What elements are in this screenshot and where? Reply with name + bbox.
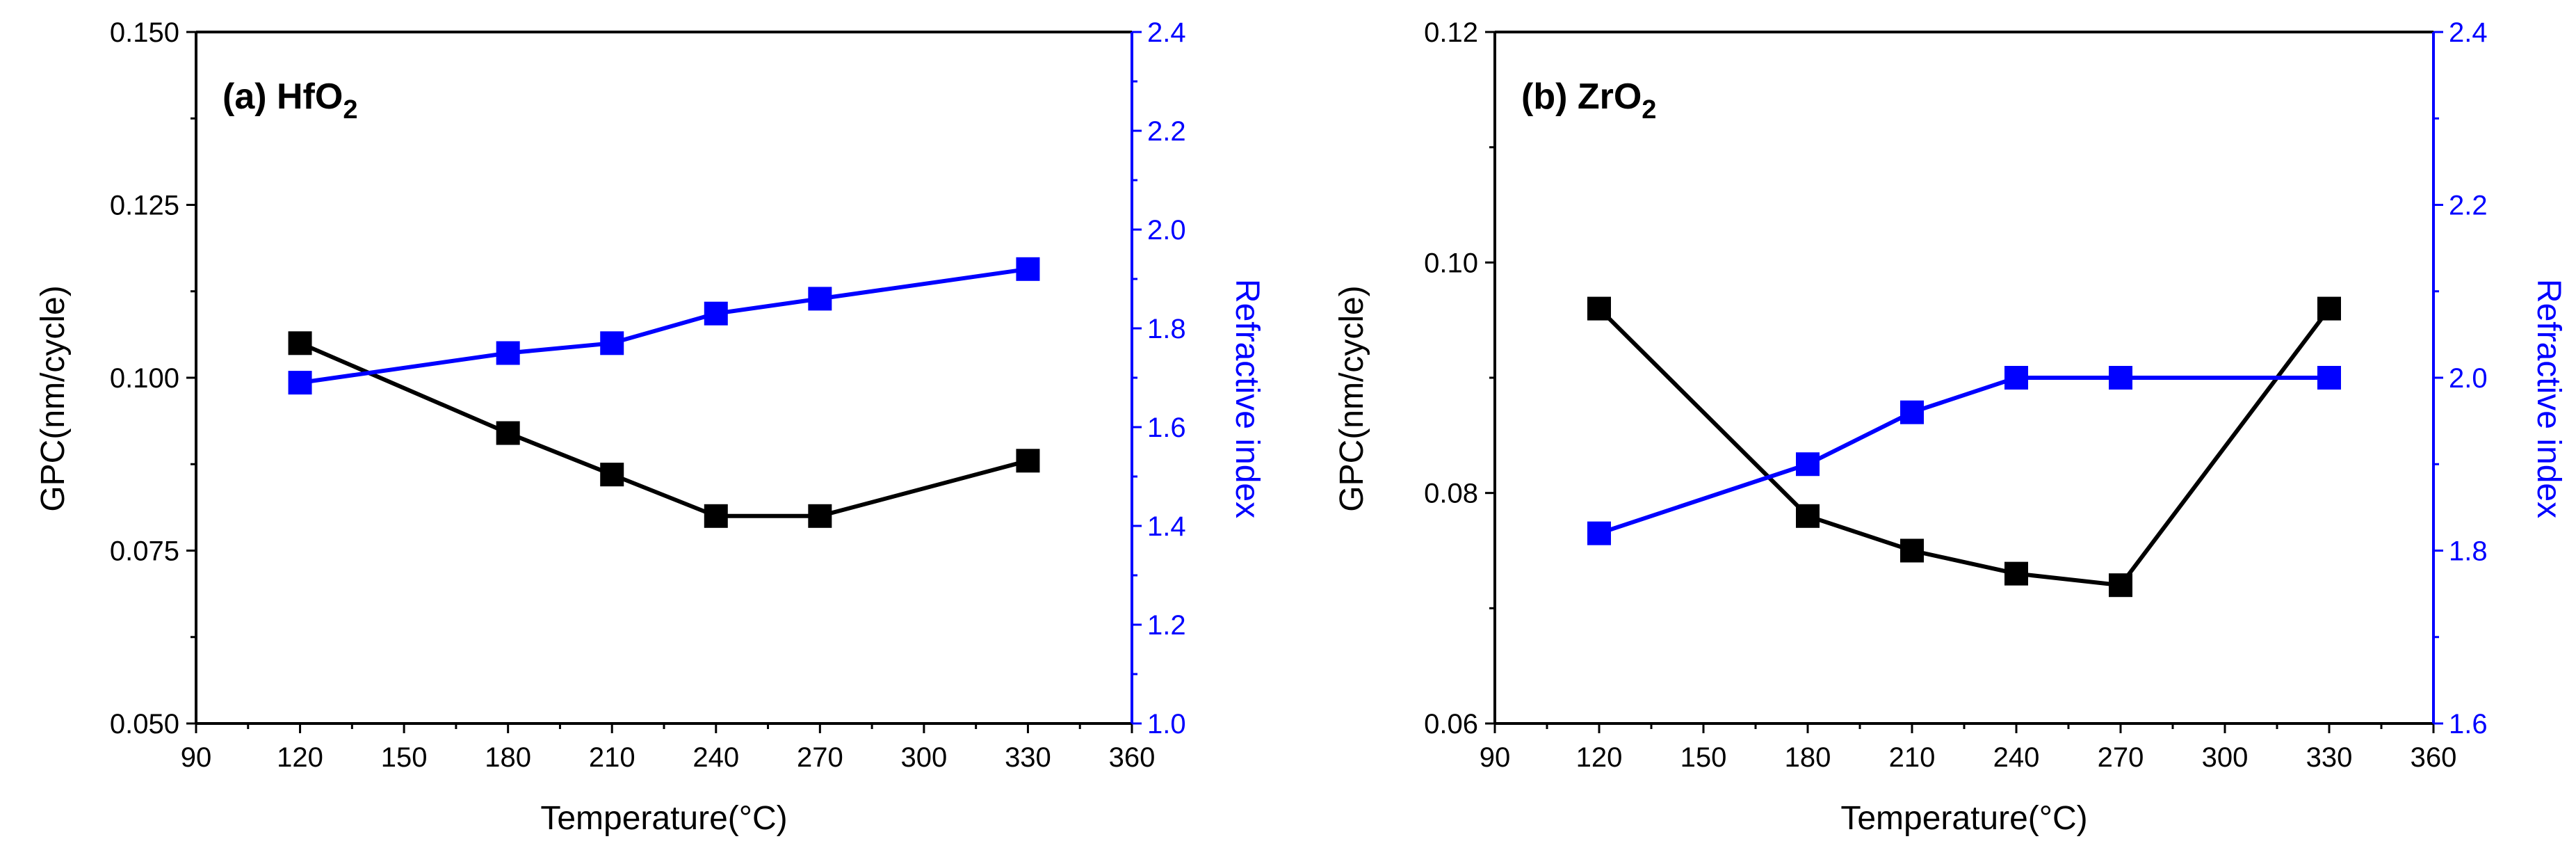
x-tick-label: 90 xyxy=(1480,742,1511,773)
x-tick-label: 360 xyxy=(2411,742,2457,773)
y2-tick-label: 2.2 xyxy=(2449,191,2488,221)
refractive-index-data-point xyxy=(2317,366,2341,390)
x-tick-label: 270 xyxy=(797,742,843,773)
y-tick-label: 0.12 xyxy=(1424,17,1478,48)
gpc-series-line xyxy=(299,341,1029,518)
y-tick-label: 0.06 xyxy=(1424,709,1478,739)
gpc-data-point xyxy=(1900,538,1924,563)
y2-tick-label: 1.8 xyxy=(1147,314,1186,344)
gpc-data-point xyxy=(1796,504,1820,528)
x-tick-label: 120 xyxy=(1576,742,1623,773)
refractive-index-data-point xyxy=(808,287,832,311)
x-tick-label: 240 xyxy=(692,742,739,773)
y-tick-label: 0.150 xyxy=(110,17,179,48)
y2-tick-label: 2.4 xyxy=(2449,17,2488,48)
x-tick-label: 300 xyxy=(901,742,948,773)
gpc-data-point xyxy=(1016,449,1040,473)
refractive-index-data-point xyxy=(2109,366,2132,390)
y2-tick-label: 1.0 xyxy=(1147,709,1186,739)
y2-tick-label: 1.2 xyxy=(1147,610,1186,641)
panel-title: (a) HfO2 xyxy=(222,77,357,125)
x-tick-label: 360 xyxy=(1109,742,1156,773)
x-tick-label: 330 xyxy=(1005,742,1051,773)
y-tick-label: 0.10 xyxy=(1424,248,1478,278)
y-tick-label: 0.08 xyxy=(1424,479,1478,509)
gpc-series-line xyxy=(1597,307,2331,588)
x-tick-label: 270 xyxy=(2098,742,2144,773)
x-tick-label: 150 xyxy=(381,742,428,773)
panel-title: (b) ZrO2 xyxy=(1521,77,1656,125)
refractive-index-data-point xyxy=(1587,521,1611,545)
refractive-index-data-point xyxy=(288,371,312,395)
y-axis-label: GPC(nm/cycle) xyxy=(1334,285,1370,511)
refractive-index-data-point xyxy=(2004,366,2028,390)
panel-title-subscript: 2 xyxy=(1642,95,1656,125)
x-tick-label: 120 xyxy=(277,742,323,773)
x-tick-label: 150 xyxy=(1680,742,1727,773)
gpc-data-point xyxy=(288,331,312,355)
gpc-data-point xyxy=(2317,296,2341,321)
gpc-data-point xyxy=(600,463,624,487)
x-tick-label: 210 xyxy=(1889,742,1936,773)
gpc-data-point xyxy=(496,421,520,445)
y-axis-label: GPC(nm/cycle) xyxy=(35,285,72,511)
refractive-index-data-point xyxy=(704,301,728,326)
y2-tick-label: 1.6 xyxy=(1147,413,1186,443)
panel-title-subscript: 2 xyxy=(343,95,357,125)
x-tick-label: 210 xyxy=(589,742,635,773)
refractive-index-data-point xyxy=(1900,400,1924,424)
y2-axis-label: Refractive index xyxy=(1229,279,1265,518)
panel-title-text: (a) HfO xyxy=(222,77,343,117)
y2-tick-label: 2.0 xyxy=(2449,363,2488,394)
y-tick-label: 0.100 xyxy=(110,363,179,394)
refractive-index-series-line xyxy=(300,266,1028,385)
y2-tick-label: 1.6 xyxy=(2449,709,2488,739)
gpc-data-point xyxy=(2109,573,2132,598)
panel-title-text: (b) ZrO xyxy=(1521,77,1642,117)
y2-axis-label: Refractive index xyxy=(2530,279,2567,518)
y-tick-label: 0.050 xyxy=(110,709,179,739)
x-tick-label: 180 xyxy=(1785,742,1831,773)
refractive-index-data-point xyxy=(1016,257,1040,281)
panel-b-zro2: 90 120 150 180 210 240 270 300 330 360 0.06 0.08 0.1… xyxy=(1334,17,2567,837)
refractive-index-data-point xyxy=(1796,452,1820,477)
panel-a-hfo2: 90 120 150 180 210 240 270 300 330 360 0.050 0.075 0… xyxy=(35,17,1265,837)
y2-tick-label: 1.8 xyxy=(2449,536,2488,567)
refractive-index-data-point xyxy=(600,331,624,355)
y2-tick-label: 2.4 xyxy=(1147,17,1186,48)
y-tick-label: 0.125 xyxy=(110,191,179,221)
x-axis-label: Temperature(°C) xyxy=(1840,800,2087,837)
refractive-index-data-point xyxy=(496,341,520,365)
y2-tick-label: 1.4 xyxy=(1147,511,1186,542)
x-tick-label: 300 xyxy=(2202,742,2249,773)
x-tick-label: 240 xyxy=(1993,742,2040,773)
gpc-data-point xyxy=(704,504,728,528)
gpc-data-point xyxy=(808,504,832,528)
refractive-index-series-line xyxy=(1598,376,2329,536)
y-tick-label: 0.075 xyxy=(110,536,179,567)
x-tick-label: 90 xyxy=(181,742,212,773)
x-tick-label: 330 xyxy=(2306,742,2353,773)
y2-tick-label: 2.2 xyxy=(1147,116,1186,147)
gpc-data-point xyxy=(1587,296,1611,321)
x-tick-label: 180 xyxy=(485,742,531,773)
y2-tick-label: 2.0 xyxy=(1147,215,1186,246)
gpc-data-point xyxy=(2004,561,2028,586)
x-axis-label: Temperature(°C) xyxy=(540,800,787,837)
